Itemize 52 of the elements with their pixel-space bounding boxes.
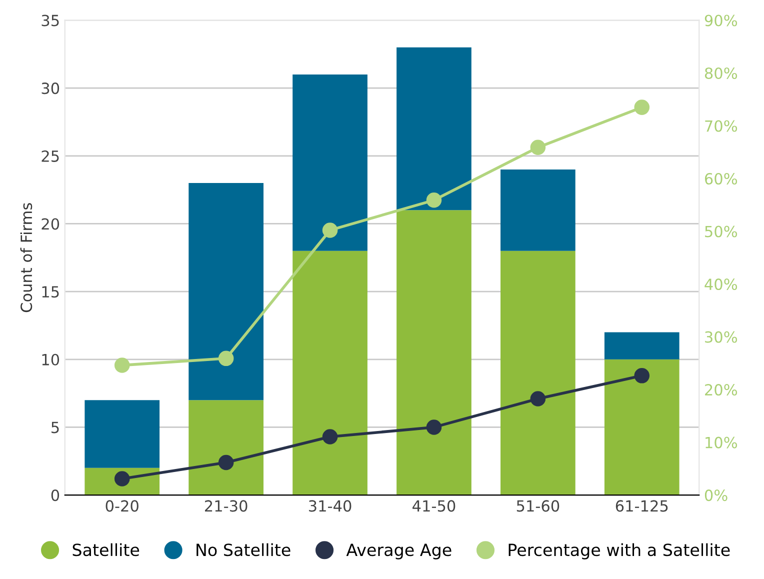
y-tick-label: 20 (42, 218, 60, 230)
bar (292, 74, 368, 251)
x-tick-label: 41-50 (412, 500, 456, 512)
y-tick-label: 35 (42, 14, 59, 26)
y2-tick-label: 90% (704, 14, 738, 26)
y2-tick-label: 50% (705, 226, 738, 238)
point (218, 350, 234, 366)
bar (84, 400, 160, 468)
bar (500, 169, 576, 251)
point (634, 100, 650, 115)
y-tick-label: 10 (42, 354, 60, 366)
point (322, 429, 338, 444)
point (114, 471, 130, 486)
y2-tick-label: 0% (704, 490, 728, 502)
point (530, 140, 546, 156)
bar (188, 400, 264, 496)
y2-tick-label: 70% (705, 120, 738, 132)
bar (292, 250, 368, 496)
legend-label: No Satellite (196, 543, 290, 556)
legend-label: Satellite (72, 543, 140, 556)
bar (396, 210, 472, 496)
bar (604, 332, 680, 360)
y2-tick-label: 10% (706, 436, 738, 448)
x-tick-label: 21-30 (204, 500, 248, 512)
point (634, 368, 650, 384)
y-tick-label: 15 (42, 286, 59, 298)
x-tick-label: 31-40 (308, 500, 352, 512)
point (426, 420, 442, 435)
legend-label: Percentage with a Satellite (508, 543, 730, 560)
x-tick-label: 61-125 (616, 500, 668, 512)
point (426, 192, 442, 208)
bar (604, 359, 680, 496)
y2-tick-label: 80% (704, 67, 738, 80)
y2-tick-label: 30% (705, 331, 738, 343)
y-axis-title: Count of Firms (20, 203, 32, 312)
point (114, 358, 130, 373)
bar (396, 47, 472, 210)
y-tick-label: 25 (42, 150, 59, 162)
point (530, 391, 546, 406)
y2-tick-label: 20% (705, 384, 738, 396)
y2-tick-label: 60% (704, 172, 738, 185)
legend-label: Average Age (346, 544, 452, 560)
bar (500, 250, 576, 496)
x-tick-label: 51-60 (516, 500, 560, 512)
y-tick-label: 30 (42, 82, 60, 94)
x-tick-label: 0-20 (106, 500, 138, 512)
y2-tick-label: 40% (704, 278, 738, 290)
y-tick-label: 0 (51, 490, 60, 502)
point (322, 222, 338, 238)
point (218, 454, 234, 470)
y-tick-label: 5 (52, 422, 59, 434)
bar (188, 183, 264, 400)
